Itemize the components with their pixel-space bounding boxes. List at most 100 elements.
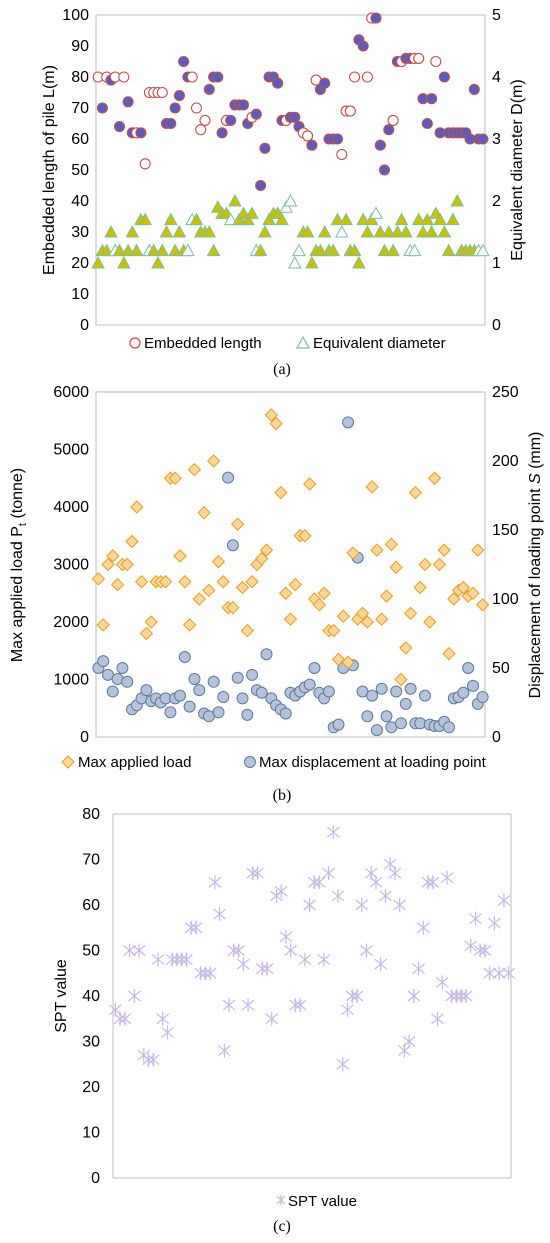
spt-value-point-67 xyxy=(426,875,440,890)
left-c-tick-10: 10 xyxy=(82,1125,100,1142)
embedded-length-point-53 xyxy=(319,77,331,89)
spt-value-point-74 xyxy=(459,989,473,1003)
spt-value-point-20 xyxy=(203,966,217,981)
max-applied-load-point-25 xyxy=(211,554,226,569)
max-applied-load-point-9 xyxy=(134,575,149,589)
right-axis-label-b-italic: S xyxy=(527,473,544,484)
equivalent-diameter-point-46 xyxy=(287,255,302,269)
max-applied-load-point-58 xyxy=(370,543,384,557)
equivalent-diameter-point-78 xyxy=(424,224,439,238)
legend-c: SPT value xyxy=(276,1193,357,1210)
max-applied-load-point-26 xyxy=(216,575,230,589)
max-applied-load-point-51 xyxy=(336,609,351,623)
equivalent-diameter-point-63 xyxy=(360,224,375,238)
max-applied-load-point-74 xyxy=(447,592,461,606)
equivalent-diameter-point-80 xyxy=(433,212,447,226)
series-max-applied-load xyxy=(91,408,490,687)
left-b-tick-5000: 5000 xyxy=(53,442,89,459)
equivalent-diameter-point-23 xyxy=(189,212,204,226)
spt-value-point-75 xyxy=(464,938,478,953)
equivalent-diameter-point-68 xyxy=(381,224,396,238)
spt-value-point-59 xyxy=(388,866,402,881)
spt-value-point-3 xyxy=(123,943,136,958)
max-applied-load-point-39 xyxy=(278,586,293,600)
right-b-tick-200: 200 xyxy=(492,453,519,470)
caption-b: (b) xyxy=(273,787,292,804)
spt-value-point-46 xyxy=(326,825,340,840)
equivalent-diameter-point-64 xyxy=(364,212,379,226)
max-displacement-point-63 xyxy=(395,717,407,730)
embedded-length-point-22 xyxy=(186,71,198,83)
equivalent-diameter-point-7 xyxy=(121,243,135,257)
spt-value-point-81 xyxy=(492,966,506,981)
max-applied-load-point-55 xyxy=(355,606,370,621)
embedded-length-point-11 xyxy=(139,158,151,170)
embedded-length-point-78 xyxy=(426,93,438,105)
right-b-tick-50: 50 xyxy=(492,660,510,677)
equivalent-diameter-point-71 xyxy=(394,212,409,226)
left-a-tick-10: 10 xyxy=(71,286,89,303)
max-applied-load-point-67 xyxy=(413,580,427,595)
spt-value-point-17 xyxy=(189,920,203,935)
max-displacement-point-29 xyxy=(231,671,244,684)
embedded-length-point-69 xyxy=(387,114,399,126)
max-applied-load-point-49 xyxy=(327,623,341,638)
equivalent-diameter-point-26 xyxy=(202,224,217,238)
embedded-length-point-81 xyxy=(438,71,450,83)
max-applied-load-point-53 xyxy=(346,546,360,560)
equivalent-diameter-point-83 xyxy=(446,212,460,226)
left-c-tick-60: 60 xyxy=(82,897,100,914)
max-applied-load-point-34 xyxy=(254,552,269,566)
max-applied-load-point-19 xyxy=(182,618,197,632)
max-applied-load-point-24 xyxy=(206,454,221,468)
equivalent-diameter-point-5 xyxy=(112,243,127,257)
spt-value-point-64 xyxy=(412,961,425,976)
spt-value-point-53 xyxy=(360,943,373,958)
spt-value-point-26 xyxy=(232,943,245,958)
max-displacement-point-68 xyxy=(419,689,431,702)
max-displacement-point-27 xyxy=(222,471,235,484)
max-displacement-point-76 xyxy=(457,686,470,699)
max-applied-load-point-21 xyxy=(192,592,206,606)
max-displacement-point-28 xyxy=(226,539,239,552)
legend-marker-embedded-length xyxy=(129,337,141,349)
embedded-length-point-50 xyxy=(306,139,318,151)
spt-value-point-65 xyxy=(416,920,430,935)
spt-value-point-36 xyxy=(279,929,293,944)
embedded-length-point-66 xyxy=(374,139,386,151)
equivalent-diameter-point-77 xyxy=(420,212,435,226)
max-applied-load-point-22 xyxy=(197,506,211,520)
embedded-length-point-24 xyxy=(195,124,207,136)
spt-value-point-9 xyxy=(151,952,165,967)
max-applied-load-point-73 xyxy=(442,646,456,661)
equivalent-diameter-point-15 xyxy=(155,243,170,257)
max-displacement-point-34 xyxy=(255,686,268,699)
right-axis-ticks-a: 0 1 2 3 4 5 xyxy=(492,7,501,334)
spt-value-point-40 xyxy=(298,952,312,967)
right-a-tick-4: 4 xyxy=(492,69,501,86)
right-b-tick-250: 250 xyxy=(492,384,519,401)
embedded-length-point-77 xyxy=(421,117,433,130)
left-a-tick-80: 80 xyxy=(71,69,89,86)
max-displacement-point-18 xyxy=(178,651,191,663)
spt-value-point-45 xyxy=(322,866,335,881)
equivalent-diameter-point-33 xyxy=(232,212,247,226)
right-axis-label-a: Equivalent diameter D(m) xyxy=(509,79,526,260)
max-applied-load-point-28 xyxy=(226,600,240,615)
max-applied-load-point-64 xyxy=(399,641,413,655)
equivalent-diameter-point-70 xyxy=(390,224,405,238)
embedded-length-point-63 xyxy=(361,71,373,83)
max-displacement-point-25 xyxy=(212,706,225,719)
left-a-tick-20: 20 xyxy=(71,255,89,272)
max-applied-load-point-8 xyxy=(130,500,144,514)
legend-b: Max applied load Max displacement at loa… xyxy=(61,754,487,771)
equivalent-diameter-point-69 xyxy=(386,243,400,257)
equivalent-diameter-point-14 xyxy=(151,255,165,269)
max-displacement-point-24 xyxy=(207,675,220,688)
legend-label-spt-value: SPT value xyxy=(288,1193,357,1210)
max-applied-load-point-47 xyxy=(317,586,331,600)
max-displacement-point-77 xyxy=(462,662,475,674)
legend-marker-max-applied-load xyxy=(61,755,75,769)
spt-value-point-22 xyxy=(213,907,226,922)
max-applied-load-point-18 xyxy=(178,575,192,589)
